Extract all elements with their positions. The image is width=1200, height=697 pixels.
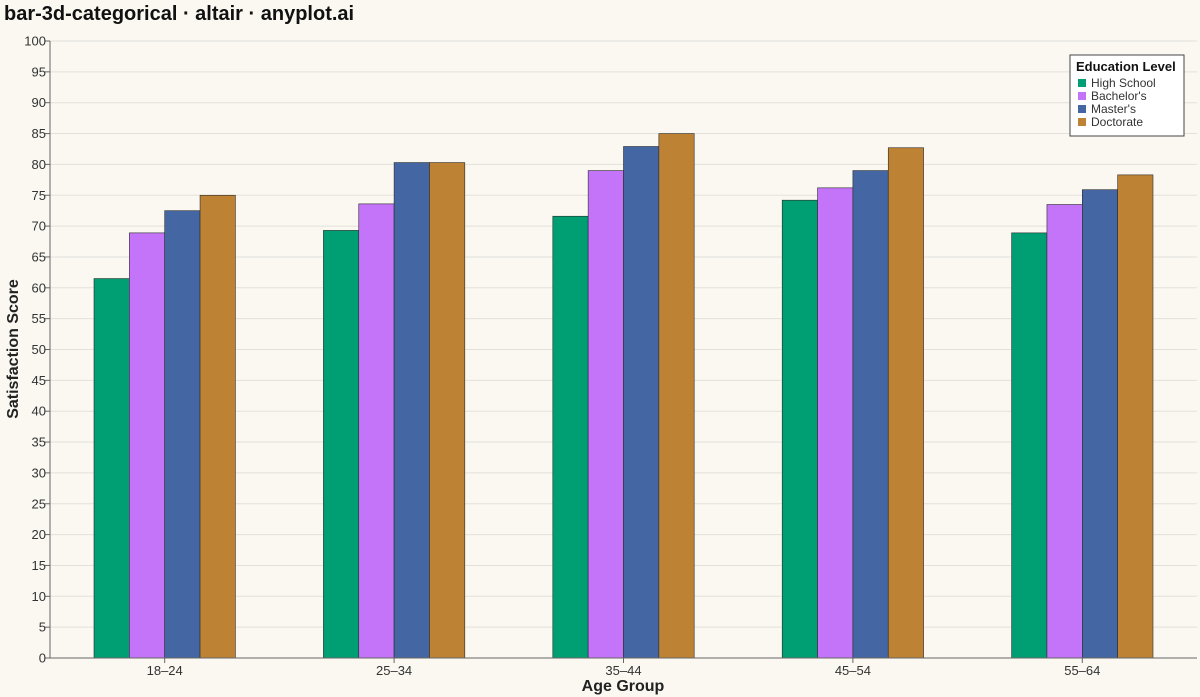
y-tick-label: 20 bbox=[32, 527, 46, 542]
bar-bachelor-s-1 bbox=[129, 232, 166, 659]
bar-master-s-2 bbox=[393, 162, 430, 659]
x-tick-label: 25–34 bbox=[376, 663, 412, 678]
y-tick-label: 80 bbox=[32, 157, 46, 172]
bar-doctorate-3 bbox=[658, 133, 695, 659]
y-tick-label: 95 bbox=[32, 64, 46, 79]
bar-doctorate-4 bbox=[887, 147, 924, 659]
y-tick-label: 0 bbox=[39, 651, 46, 666]
y-tick-label: 10 bbox=[32, 589, 46, 604]
y-tick-label: 70 bbox=[32, 219, 46, 234]
chart-title: bar-3d-categorical · altair · anyplot.ai bbox=[4, 3, 354, 25]
bar-master-s-1 bbox=[164, 210, 201, 659]
legend-swatch bbox=[1078, 92, 1086, 100]
legend-title: Education Level bbox=[1076, 59, 1176, 74]
bars bbox=[93, 133, 1154, 659]
bar-high-school-2 bbox=[323, 230, 360, 659]
y-tick-label: 85 bbox=[32, 126, 46, 141]
bar-doctorate-1 bbox=[199, 194, 236, 659]
y-tick-label: 90 bbox=[32, 95, 46, 110]
y-tick-label: 50 bbox=[32, 342, 46, 357]
y-tick-label: 60 bbox=[32, 280, 46, 295]
x-tick-label: 18–24 bbox=[147, 663, 183, 678]
y-tick-label: 15 bbox=[32, 558, 46, 573]
y-tick-label: 5 bbox=[39, 620, 46, 635]
y-tick-label: 45 bbox=[32, 373, 46, 388]
bar-doctorate-5 bbox=[1117, 174, 1154, 659]
bar-master-s-3 bbox=[623, 146, 660, 659]
y-axis-title: Satisfaction Score bbox=[5, 279, 22, 419]
bar-master-s-5 bbox=[1082, 189, 1118, 659]
y-tick-label: 55 bbox=[32, 311, 46, 326]
y-tick-label: 65 bbox=[32, 249, 46, 264]
legend-swatch bbox=[1078, 105, 1086, 113]
axes: 0 5 10 15 20 25 30 35 40 45 50 55 60 65 70 75 80 85 90 95 10… bbox=[24, 34, 1197, 678]
y-tick-label: 25 bbox=[32, 496, 46, 511]
bar-doctorate-2 bbox=[429, 162, 466, 659]
x-tick-label: 45–54 bbox=[835, 663, 871, 678]
bar-bachelor-s-2 bbox=[358, 203, 395, 659]
legend-swatch bbox=[1078, 118, 1086, 126]
y-tick-label: 75 bbox=[32, 188, 46, 203]
legend: Education Level High SchoolBachelor'sMas… bbox=[1069, 54, 1185, 137]
x-axis-title: Age Group bbox=[582, 678, 665, 695]
bar-bachelor-s-5 bbox=[1046, 204, 1083, 659]
bar-bachelor-s-3 bbox=[587, 170, 624, 659]
bar-high-school-1 bbox=[93, 278, 130, 659]
bar-high-school-4 bbox=[781, 199, 818, 659]
bar-bachelor-s-4 bbox=[817, 187, 854, 659]
legend-label: Master's bbox=[1091, 102, 1136, 116]
y-tick-label: 30 bbox=[32, 465, 46, 480]
x-tick-label: 35–44 bbox=[605, 663, 641, 678]
legend-swatch bbox=[1078, 79, 1086, 87]
y-tick-label: 100 bbox=[24, 34, 46, 49]
y-tick-label: 40 bbox=[32, 404, 46, 419]
bar-high-school-5 bbox=[1011, 232, 1048, 659]
legend-label: Bachelor's bbox=[1091, 89, 1147, 103]
legend-label: Doctorate bbox=[1091, 115, 1143, 129]
bar-high-school-3 bbox=[552, 215, 589, 659]
bar-master-s-4 bbox=[852, 170, 889, 659]
x-tick-label: 55–64 bbox=[1064, 663, 1100, 678]
y-tick-label: 35 bbox=[32, 435, 46, 450]
legend-label: High School bbox=[1091, 76, 1156, 90]
legend-box bbox=[1069, 54, 1185, 137]
